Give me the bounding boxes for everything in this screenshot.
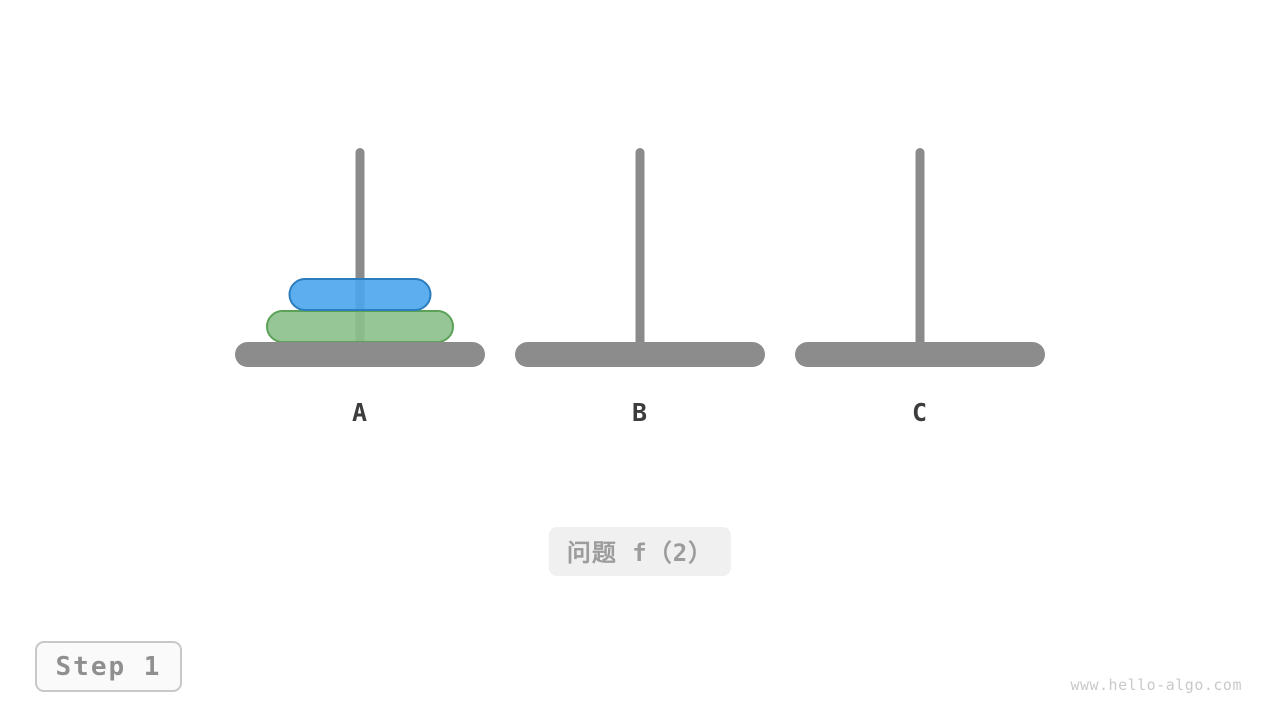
- pole-b: [635, 148, 645, 357]
- disk-stack-a: [235, 148, 485, 367]
- tower-a: [235, 148, 485, 367]
- tower-b: [515, 148, 765, 367]
- tower-label-b: B: [631, 398, 649, 427]
- problem-badge: 问题 f（2）: [548, 527, 732, 576]
- pole-a: [355, 148, 365, 357]
- pole-c: [915, 148, 925, 357]
- tower-c: [795, 148, 1045, 367]
- disk-2-green: [266, 310, 454, 343]
- base-b: [515, 342, 765, 367]
- tower-label-a: A: [351, 398, 369, 427]
- disk-1-blue: [288, 278, 432, 311]
- disk-stack-b: [515, 148, 765, 367]
- watermark: www.hello-algo.com: [1070, 676, 1242, 694]
- tower-label-c: C: [911, 398, 929, 427]
- step-badge: Step 1: [35, 641, 182, 692]
- disk-stack-c: [795, 148, 1045, 367]
- base-c: [795, 342, 1045, 367]
- base-a: [235, 342, 485, 367]
